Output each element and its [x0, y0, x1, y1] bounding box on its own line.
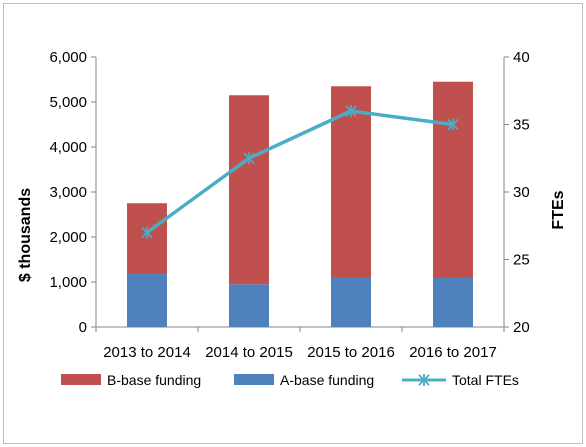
y2-tick-label: 30 [513, 184, 530, 201]
y-tick-label: 4,000 [49, 139, 87, 156]
y2-tick-label: 25 [513, 252, 530, 269]
fte-point-marker [418, 374, 430, 386]
legend-label-total-ftes: Total FTEs [452, 372, 519, 388]
y-tick-label: 6,000 [49, 49, 87, 66]
fte-line [141, 105, 459, 239]
fte-line-path [145, 109, 454, 234]
legend-marker-total-ftes [418, 374, 430, 386]
legend-label-a-base: A-base funding [280, 372, 374, 388]
y-axis-title: $ thousands [17, 188, 34, 282]
y-axis-ticks: 0 1,000 2,000 3,000 4,000 5,000 6,000 [49, 49, 96, 336]
y-tick-label: 0 [79, 319, 87, 336]
y2-axis-ticks: 20 25 30 35 40 [504, 49, 530, 336]
x-tick-label: 2016 to 2017 [409, 344, 497, 361]
fte-point-marker [447, 118, 459, 131]
y-tick-label: 3,000 [49, 184, 87, 201]
fte-point-marker [243, 152, 255, 165]
legend-swatch-b-base [61, 374, 101, 385]
fte-point-marker [345, 105, 357, 117]
x-tick-label: 2014 to 2015 [205, 344, 293, 361]
bars [127, 81, 473, 327]
fte-point-marker [141, 226, 153, 239]
bar-b-base-funding [229, 95, 269, 285]
x-tick-label: 2013 to 2014 [103, 344, 191, 361]
chart-frame [3, 3, 583, 444]
legend-swatch-a-base [234, 374, 274, 385]
y-tick-label: 5,000 [49, 94, 87, 111]
y2-tick-label: 20 [513, 319, 530, 336]
bar-a-base-funding [229, 284, 269, 327]
bar-a-base-funding [433, 277, 473, 327]
x-axis-ticks: 2013 to 2014 2014 to 2015 2015 to 2016 2016… [95, 327, 505, 361]
x-tick-label: 2015 to 2016 [307, 344, 395, 361]
bar-a-base-funding [127, 273, 167, 327]
legend: B-base funding A-base funding Total FTEs [61, 372, 519, 388]
y-tick-label: 2,000 [49, 229, 87, 246]
y2-tick-label: 35 [513, 117, 530, 134]
legend-label-b-base: B-base funding [107, 372, 201, 388]
bar-b-base-funding [433, 81, 473, 278]
y-tick-label: 1,000 [49, 274, 87, 291]
y2-axis-title: FTEs [550, 190, 567, 229]
bar-a-base-funding [331, 277, 371, 327]
y2-tick-label: 40 [513, 49, 530, 66]
